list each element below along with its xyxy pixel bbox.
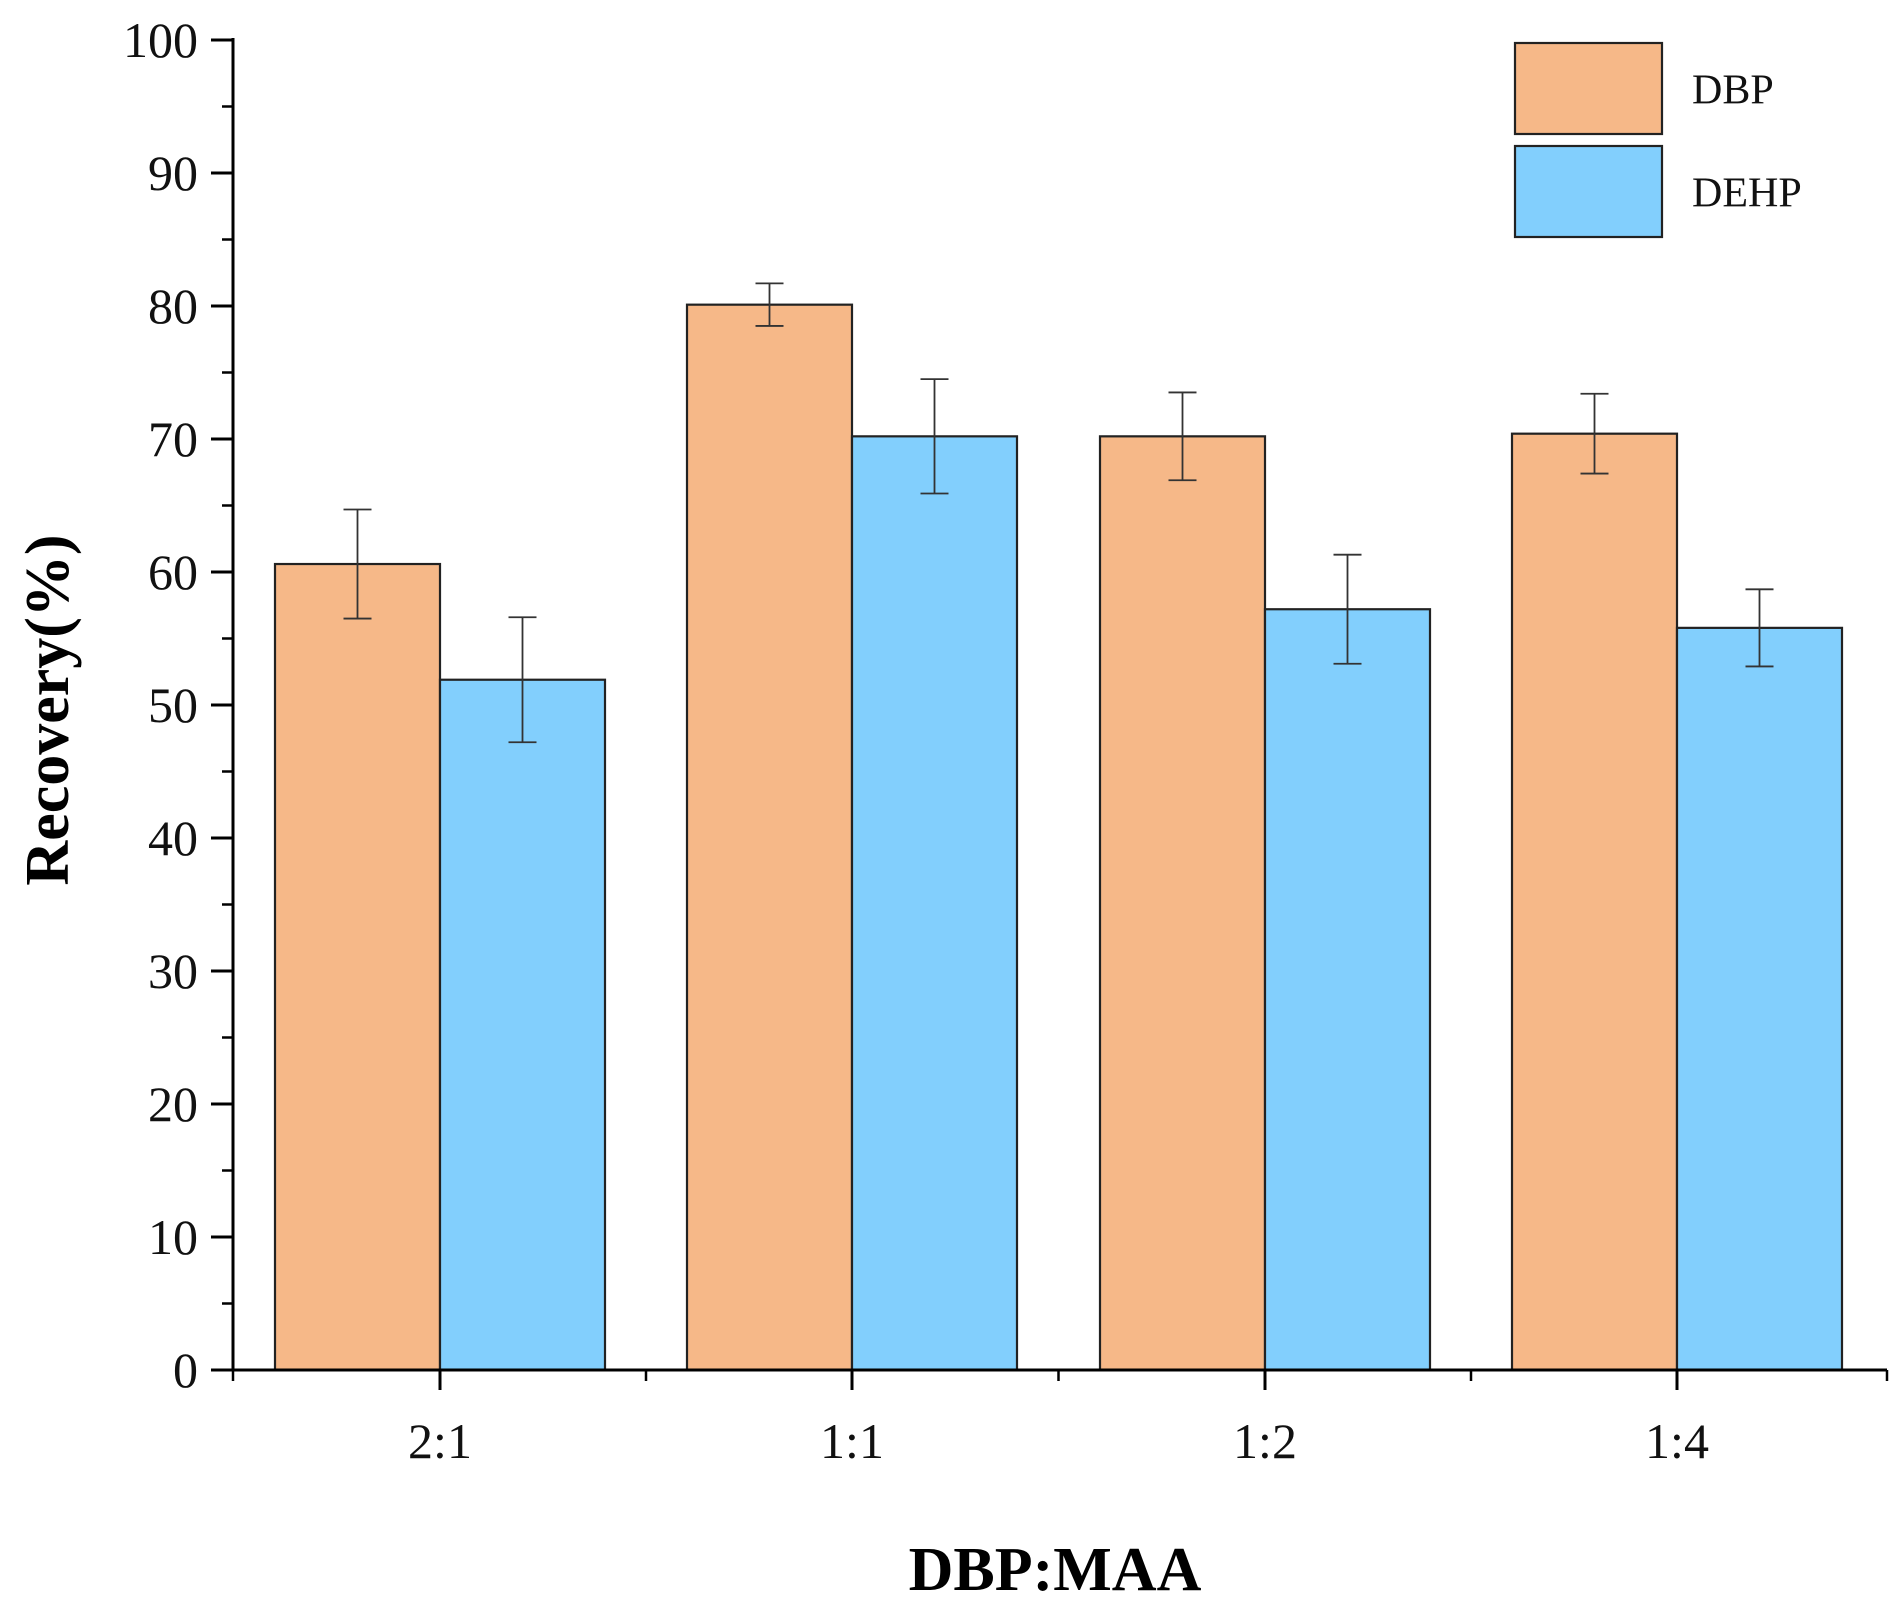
x-tick-label: 1:1 [820, 1413, 884, 1469]
x-tick-label: 2:1 [408, 1413, 472, 1469]
bar-dbp-2-1 [273, 562, 442, 1372]
y-tick-label: 40 [148, 810, 198, 866]
y-tick-label: 20 [148, 1076, 198, 1132]
legend-swatch-dehp [1513, 144, 1664, 239]
plot-area [273, 282, 1844, 1372]
legend-label-dehp: DEHP [1692, 171, 1802, 217]
y-tick-label: 10 [148, 1209, 198, 1265]
x-tick-label: 1:4 [1645, 1413, 1709, 1469]
bar-dbp-1-2 [1098, 435, 1267, 1372]
y-tick-label: 50 [148, 677, 198, 733]
bar-dehp-1-4 [1675, 626, 1844, 1372]
x-tick-label: 1:2 [1233, 1413, 1297, 1469]
legend-label-dbp: DBP [1692, 68, 1774, 114]
legend-swatch-dbp [1513, 41, 1664, 136]
y-tick-label: 100 [123, 12, 198, 68]
y-tick-label: 80 [148, 278, 198, 334]
bar-dehp-1-1 [850, 435, 1019, 1372]
y-tick-label: 30 [148, 943, 198, 999]
y-tick-label: 90 [148, 145, 198, 201]
axes: 0 10 20 30 40 50 60 70 80 90 100 2:1 1:1 1:2 1:4 [123, 12, 1889, 1469]
bar-dbp-1-1 [685, 303, 854, 1372]
legend: DBP DEHP [1513, 41, 1802, 239]
bar-dehp-1-2 [1263, 608, 1432, 1372]
x-axis-title: DBP:MAA [909, 1536, 1202, 1604]
y-tick-label: 0 [173, 1342, 198, 1398]
bar-dehp-2-1 [438, 678, 607, 1372]
y-axis-title: Recovery(%) [14, 534, 82, 885]
y-tick-label: 70 [148, 411, 198, 467]
y-tick-label: 60 [148, 544, 198, 600]
bar-dbp-1-4 [1510, 432, 1679, 1372]
